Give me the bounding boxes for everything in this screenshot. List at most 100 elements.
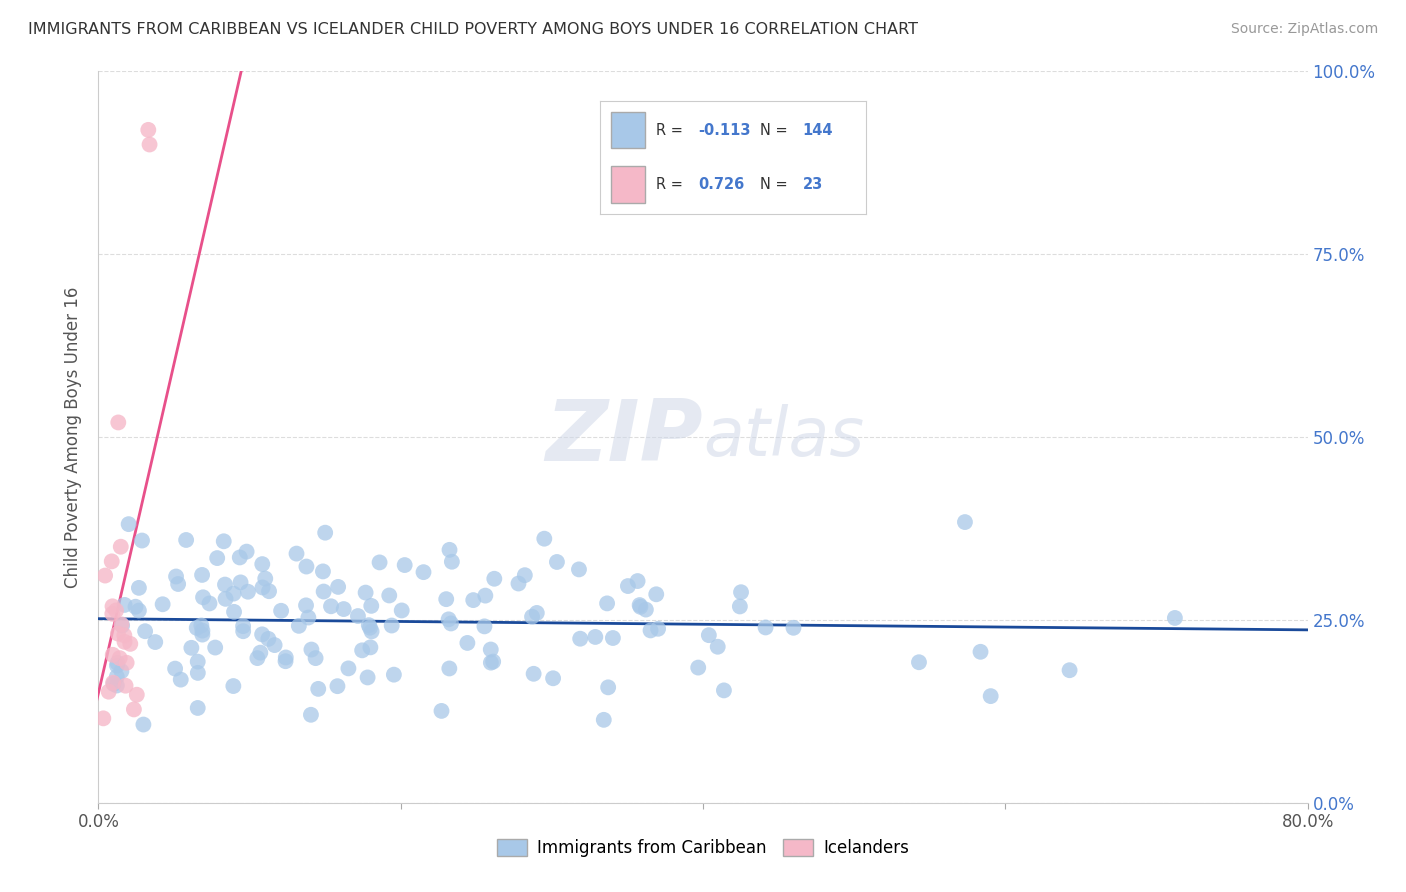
Point bbox=[101, 675, 124, 690]
Point bbox=[257, 632, 280, 646]
Point bbox=[229, 575, 252, 590]
Point bbox=[332, 602, 354, 616]
Point bbox=[118, 517, 141, 532]
Point bbox=[105, 678, 128, 692]
Point bbox=[252, 557, 274, 571]
Point bbox=[107, 626, 129, 640]
Point bbox=[250, 627, 273, 641]
Point bbox=[232, 624, 254, 639]
Point bbox=[307, 681, 329, 696]
Point bbox=[114, 598, 136, 612]
Point bbox=[953, 515, 976, 529]
Point bbox=[352, 643, 374, 657]
Point bbox=[134, 624, 156, 639]
Point bbox=[165, 662, 187, 676]
Point bbox=[969, 645, 991, 659]
Text: Source: ZipAtlas.com: Source: ZipAtlas.com bbox=[1230, 22, 1378, 37]
Point bbox=[111, 618, 134, 632]
Point bbox=[908, 655, 931, 669]
Point bbox=[314, 525, 336, 540]
Point bbox=[252, 581, 274, 595]
Point bbox=[568, 562, 591, 576]
Point bbox=[440, 616, 463, 631]
Point bbox=[301, 642, 323, 657]
Point bbox=[337, 661, 360, 675]
Point bbox=[326, 679, 349, 693]
Point bbox=[204, 640, 226, 655]
Point bbox=[274, 654, 297, 668]
Point bbox=[274, 650, 297, 665]
Point bbox=[110, 617, 132, 632]
Point bbox=[474, 619, 496, 633]
Point bbox=[647, 622, 669, 636]
Point bbox=[706, 640, 728, 654]
Point bbox=[136, 123, 159, 137]
Point bbox=[360, 599, 382, 613]
Point bbox=[617, 579, 640, 593]
Point bbox=[299, 707, 322, 722]
Point bbox=[128, 581, 150, 595]
Point bbox=[394, 558, 416, 572]
Point bbox=[628, 598, 651, 612]
Point bbox=[91, 711, 114, 725]
Point bbox=[583, 630, 606, 644]
Point bbox=[474, 589, 496, 603]
Point bbox=[297, 610, 319, 624]
Point bbox=[688, 660, 710, 674]
Point bbox=[125, 688, 148, 702]
Point bbox=[430, 704, 453, 718]
Point bbox=[191, 624, 214, 638]
Text: IMMIGRANTS FROM CARIBBEAN VS ICELANDER CHILD POVERTY AMONG BOYS UNDER 16 CORRELA: IMMIGRANTS FROM CARIBBEAN VS ICELANDER C… bbox=[28, 22, 918, 37]
Point bbox=[434, 592, 457, 607]
Point bbox=[628, 599, 651, 614]
Point bbox=[120, 637, 142, 651]
Point bbox=[174, 533, 197, 547]
Point bbox=[634, 602, 657, 616]
Point bbox=[114, 635, 136, 649]
Point bbox=[254, 572, 277, 586]
Legend: Immigrants from Caribbean, Icelanders: Immigrants from Caribbean, Icelanders bbox=[491, 832, 915, 864]
Point bbox=[378, 589, 401, 603]
Point bbox=[105, 658, 128, 673]
Point bbox=[640, 624, 662, 638]
Point bbox=[214, 577, 236, 591]
Point bbox=[980, 689, 1002, 703]
Point bbox=[354, 585, 377, 599]
Point bbox=[235, 544, 257, 558]
Point bbox=[304, 651, 326, 665]
Point bbox=[212, 534, 235, 549]
Point bbox=[440, 555, 463, 569]
Point bbox=[730, 585, 752, 599]
Point bbox=[101, 648, 124, 662]
Point bbox=[222, 587, 245, 601]
Point bbox=[782, 621, 804, 635]
Point bbox=[167, 577, 190, 591]
Point bbox=[437, 612, 460, 626]
Point bbox=[205, 551, 228, 566]
Point bbox=[368, 556, 391, 570]
Point bbox=[186, 621, 208, 635]
Point bbox=[152, 597, 174, 611]
Point bbox=[596, 596, 619, 610]
Point bbox=[263, 638, 285, 652]
Point bbox=[191, 627, 214, 641]
Point bbox=[295, 599, 318, 613]
Point bbox=[439, 661, 461, 675]
Point bbox=[222, 605, 245, 619]
Point bbox=[359, 640, 381, 655]
Point bbox=[100, 554, 122, 568]
Point bbox=[357, 618, 380, 632]
Point bbox=[229, 550, 252, 565]
Point bbox=[122, 702, 145, 716]
Point bbox=[110, 540, 132, 554]
Point bbox=[187, 655, 209, 669]
Point bbox=[713, 683, 735, 698]
Point bbox=[128, 603, 150, 617]
Point bbox=[754, 620, 776, 634]
Point bbox=[257, 584, 280, 599]
Point bbox=[114, 679, 136, 693]
Point bbox=[132, 717, 155, 731]
Point bbox=[198, 597, 221, 611]
Point bbox=[360, 624, 382, 639]
Point bbox=[526, 606, 548, 620]
